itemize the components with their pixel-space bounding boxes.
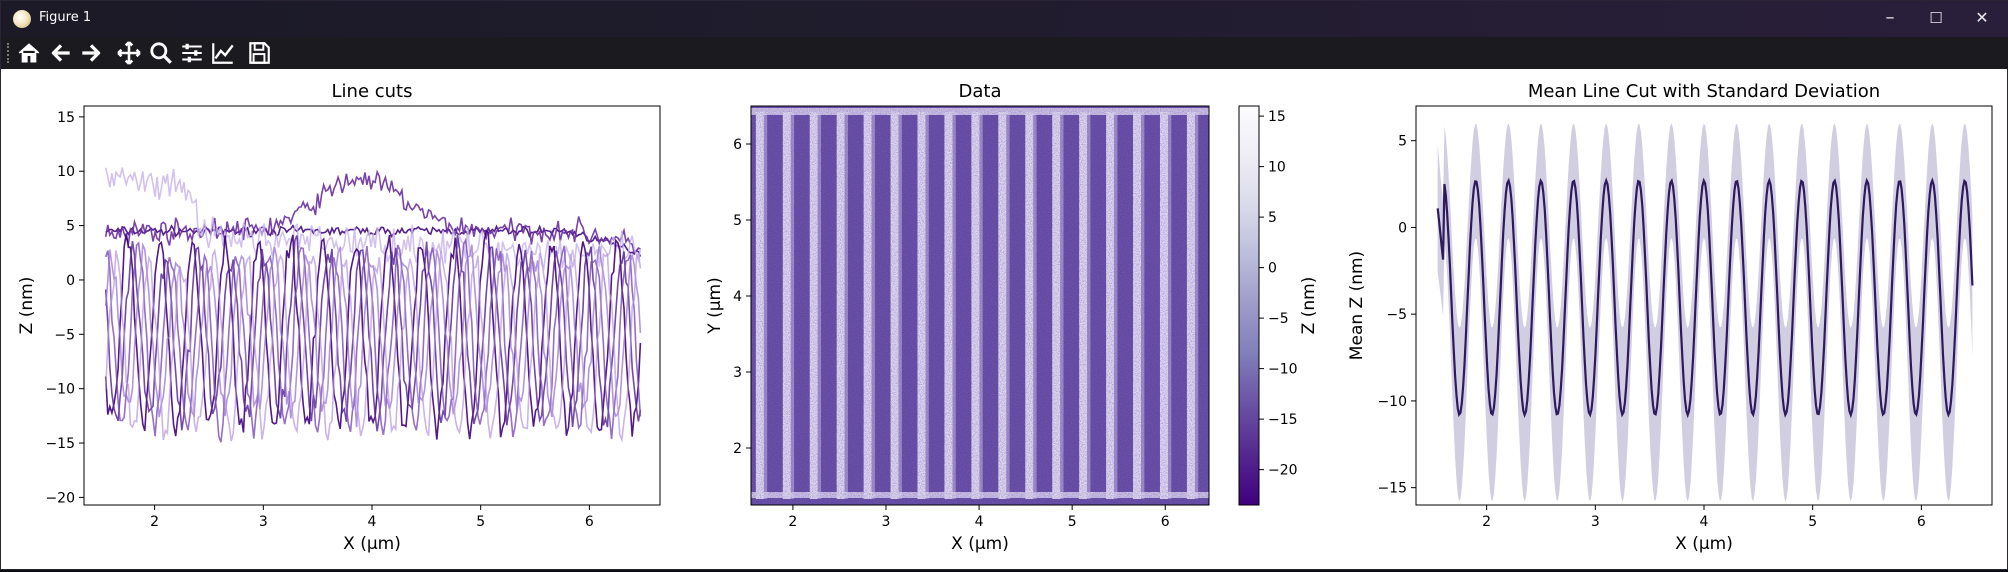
line-cut-8 [104, 248, 642, 443]
y-tick-label: −10 [1377, 394, 1407, 410]
x-tick-label: 6 [1917, 514, 1926, 530]
line-cut-5 [104, 234, 642, 432]
colorbar-tick-label: −15 [1268, 412, 1298, 428]
save-icon[interactable] [246, 40, 272, 66]
colorbar-gradient [1238, 105, 1260, 506]
x-tick-label: 2 [788, 514, 797, 530]
x-tick-label: 4 [368, 514, 377, 530]
y-tick-label: 5 [733, 213, 742, 229]
data-title: Data [959, 81, 1002, 102]
x-tick-label: 2 [1482, 514, 1491, 530]
heatmap-frame [750, 105, 1210, 506]
x-tick-label: 5 [1068, 514, 1077, 530]
y-tick-label: 0 [1398, 220, 1407, 236]
colorbar-tick-label: −10 [1268, 362, 1298, 378]
x-tick-label: 3 [1591, 514, 1600, 530]
mean-line-cut-panel: Mean Line Cut with Standard Deviation 2 3 4… [1347, 81, 1993, 554]
app-icon [13, 10, 31, 28]
title-bar: Figure 1 – ☐ ✕ [1, 1, 2008, 37]
y-tick-label: 5 [66, 219, 75, 235]
figure-svg: Line cuts 2 3 4 5 6 −20 −15 −10 −5 0 5 10 15 X (µm) Z (… [17, 81, 1993, 554]
x-tick-label: 3 [259, 514, 268, 530]
configure-subplots-icon[interactable] [179, 40, 205, 66]
y-tick-label: 4 [733, 289, 742, 305]
line-cuts-ylabel: Z (nm) [17, 277, 37, 335]
x-tick-label: 3 [882, 514, 891, 530]
y-tick-label: 2 [733, 441, 742, 457]
y-tick-label: −20 [45, 490, 75, 506]
data-xlabel: X (µm) [951, 534, 1009, 554]
colorbar: 15 10 5 0 −5 −10 −15 −20 Z (nm) [1238, 105, 1319, 506]
toolbar [1, 37, 2008, 69]
forward-icon[interactable] [78, 40, 104, 66]
line-cuts-series-group [104, 167, 642, 443]
x-tick-label: 6 [585, 514, 594, 530]
mean-line [1436, 177, 1974, 419]
figure-canvas: Line cuts 2 3 4 5 6 −20 −15 −10 −5 0 5 10 15 X (µm) Z (… [6, 69, 2004, 568]
mean-title: Mean Line Cut with Standard Deviation [1528, 81, 1880, 102]
x-tick-label: 5 [476, 514, 485, 530]
x-tick-label: 5 [1808, 514, 1817, 530]
y-tick-label: 6 [733, 137, 742, 153]
line-cuts-xlabel: X (µm) [343, 534, 401, 554]
colorbar-tick-label: 15 [1268, 109, 1286, 125]
toolbar-grip [7, 43, 12, 63]
y-tick-label: −10 [45, 382, 75, 398]
close-button[interactable]: ✕ [1975, 8, 1989, 27]
mean-xlabel: X (µm) [1675, 534, 1733, 554]
line-cuts-panel: Line cuts 2 3 4 5 6 −20 −15 −10 −5 0 5 10 15 X (µm) Z (… [17, 81, 661, 554]
home-icon[interactable] [16, 40, 42, 66]
y-tick-label: 10 [57, 164, 75, 180]
y-tick-label: 15 [57, 110, 75, 126]
pan-icon[interactable] [116, 40, 142, 66]
colorbar-tick-label: 5 [1268, 210, 1277, 226]
colorbar-tick-label: 10 [1268, 160, 1286, 176]
y-tick-label: 3 [733, 365, 742, 381]
colorbar-tick-label: −5 [1268, 311, 1289, 327]
colorbar-tick-label: −20 [1268, 463, 1298, 479]
line-cuts-title: Line cuts [332, 81, 413, 102]
zoom-icon[interactable] [148, 40, 174, 66]
window-title: Figure 1 [39, 10, 92, 25]
mean-ylabel: Mean Z (nm) [1347, 251, 1367, 360]
line-cut-4 [104, 229, 642, 440]
x-tick-label: 4 [1700, 514, 1709, 530]
x-tick-label: 2 [150, 514, 159, 530]
y-tick-label: −5 [54, 327, 75, 343]
y-tick-label: −15 [45, 436, 75, 452]
colorbar-label: Z (nm) [1299, 277, 1319, 335]
x-tick-label: 4 [975, 514, 984, 530]
data-heatmap-panel: Data 2 3 4 5 6 2 3 4 5 6 X (µm) Y (µm) [705, 81, 1210, 554]
edit-axis-icon[interactable] [210, 40, 236, 66]
y-tick-label: −5 [1386, 307, 1407, 323]
maximize-button[interactable]: ☐ [1929, 9, 1943, 27]
colorbar-tick-label: 0 [1268, 261, 1277, 277]
line-cut-2 [104, 169, 641, 256]
x-tick-label: 6 [1161, 514, 1170, 530]
line-cut-7 [104, 241, 642, 428]
y-tick-label: 0 [66, 273, 75, 289]
minimize-button[interactable]: – [1885, 7, 1895, 28]
heatmap-noise [751, 106, 1209, 505]
back-icon[interactable] [48, 40, 74, 66]
data-ylabel: Y (µm) [705, 277, 725, 334]
y-tick-label: −15 [1377, 481, 1407, 497]
y-tick-label: 5 [1398, 134, 1407, 150]
